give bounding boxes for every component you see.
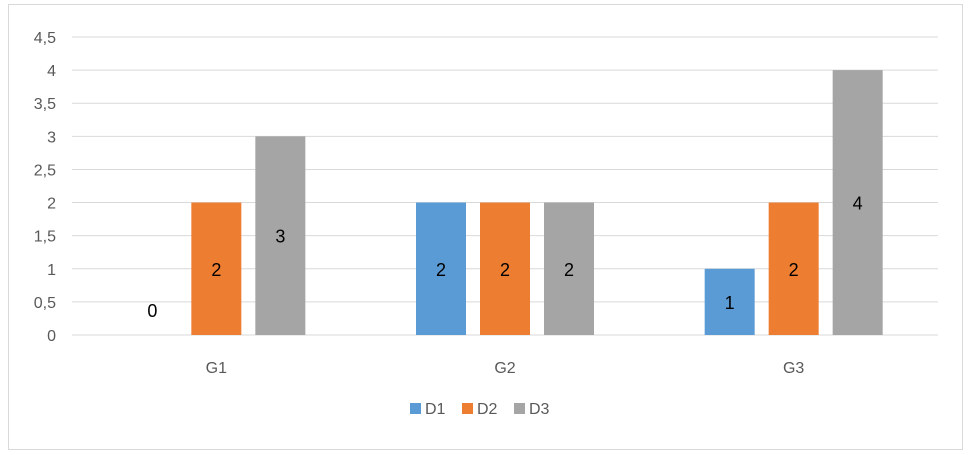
bar-G1-D3 <box>255 136 306 335</box>
data-labels: 0 2 3 2 2 2 1 2 4 <box>147 194 862 321</box>
bar-G3-D1 <box>704 268 755 335</box>
data-label-G1-D2: 2 <box>211 260 221 280</box>
x-axis-categories: G1 G2 G3 <box>206 360 805 377</box>
legend-label-D2: D2 <box>477 401 498 418</box>
bar-G3-D3 <box>832 70 883 335</box>
bar-G2-D2 <box>480 202 530 335</box>
legend-swatch-D2 <box>462 403 473 414</box>
data-label-G2-D1: 2 <box>436 260 446 280</box>
bar-G2-D1 <box>416 202 466 335</box>
legend-swatch-D1 <box>410 403 421 414</box>
y-tick-label: 4,5 <box>34 30 56 47</box>
y-tick-label: 0 <box>47 328 56 345</box>
y-tick-label: 0,5 <box>34 295 56 312</box>
data-label-G1-D3: 3 <box>275 227 285 247</box>
y-axis-ticks: 0 0,5 1 1,5 2 2,5 3 3,5 4 4,5 <box>34 30 56 345</box>
data-label-G3-D2: 2 <box>789 260 799 280</box>
category-label: G1 <box>206 360 227 377</box>
legend-swatch-D3 <box>514 403 525 414</box>
data-label-G2-D2: 2 <box>500 260 510 280</box>
bars <box>191 70 883 335</box>
bar-G2-D3 <box>544 202 594 335</box>
y-tick-label: 3,5 <box>34 96 56 113</box>
legend-label-D3: D3 <box>529 401 550 418</box>
y-tick-label: 2 <box>47 196 56 213</box>
y-tick-label: 2,5 <box>34 162 56 179</box>
data-label-G1-D1: 0 <box>147 301 157 321</box>
category-label: G2 <box>494 360 515 377</box>
legend-label-D1: D1 <box>425 401 446 418</box>
data-label-G3-D3: 4 <box>853 194 863 214</box>
data-label-G3-D1: 1 <box>725 293 735 313</box>
bar-G3-D2 <box>768 202 819 335</box>
legend: D1 D2 D3 <box>410 401 550 418</box>
data-label-G2-D3: 2 <box>564 260 574 280</box>
y-tick-label: 1,5 <box>34 229 56 246</box>
category-label: G3 <box>783 360 804 377</box>
y-tick-label: 1 <box>47 262 56 279</box>
bar-G1-D2 <box>191 202 242 335</box>
y-tick-label: 4 <box>47 63 56 80</box>
y-tick-label: 3 <box>47 129 56 146</box>
